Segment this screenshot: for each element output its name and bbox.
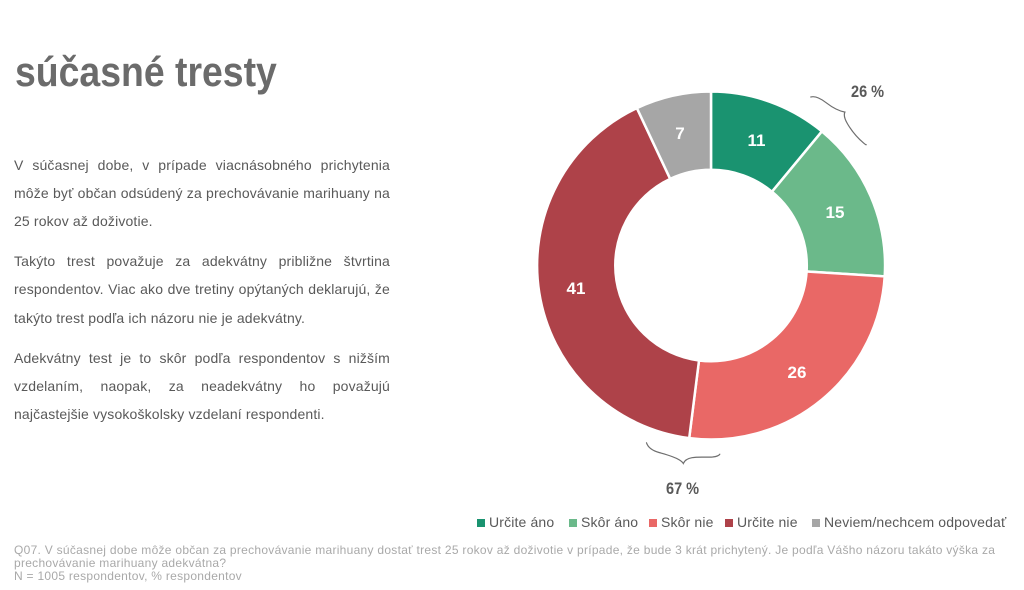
- svg-text:41: 41: [567, 279, 586, 298]
- svg-text:7: 7: [675, 124, 684, 143]
- svg-text:15: 15: [826, 203, 845, 222]
- svg-text:11: 11: [748, 131, 766, 150]
- svg-text:26: 26: [788, 363, 807, 382]
